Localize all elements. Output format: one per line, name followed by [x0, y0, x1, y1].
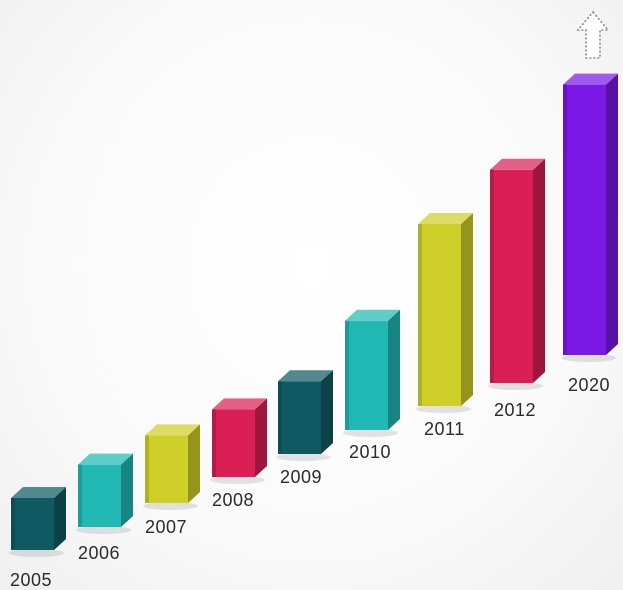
- bar-edge-shade: [11, 498, 15, 550]
- bar-front-face: [212, 409, 255, 477]
- bar-side-face: [188, 424, 200, 503]
- bar-edge-shade: [145, 435, 149, 503]
- bar-side-face: [255, 398, 267, 477]
- tick-label-2011: 2011: [424, 419, 465, 439]
- bar-shadow: [76, 526, 131, 534]
- bar-edge-shade: [490, 170, 494, 383]
- bar-edge-shade: [278, 381, 282, 454]
- bar-shadow: [210, 476, 265, 484]
- tick-label-2005: 2005: [10, 570, 52, 590]
- bar-side-face: [121, 454, 133, 527]
- up-arrow-icon: [578, 12, 608, 58]
- bar-2009: [276, 370, 333, 461]
- bar-front-face: [11, 498, 54, 550]
- tick-label-2006: 2006: [78, 543, 120, 563]
- bar-2020: [561, 74, 618, 362]
- bar-2005: [9, 487, 66, 557]
- bar-shadow: [276, 453, 331, 461]
- bar-shadow: [561, 354, 616, 362]
- bar-edge-shade: [563, 85, 567, 355]
- bar-2010: [343, 310, 400, 437]
- tick-label-2009: 2009: [280, 467, 322, 487]
- bar-edge-shade: [212, 409, 216, 477]
- bar-side-face: [606, 74, 618, 355]
- bar-2012: [488, 159, 545, 390]
- bar-2006: [76, 454, 133, 534]
- bar-2008: [210, 398, 267, 484]
- tick-label-2007: 2007: [145, 517, 187, 537]
- bar-edge-shade: [78, 465, 82, 527]
- bar-front-face: [490, 170, 533, 383]
- bar-shadow: [488, 382, 543, 390]
- bar-side-face: [533, 159, 545, 383]
- bar-front-face: [78, 465, 121, 527]
- tick-label-2012: 2012: [494, 400, 536, 420]
- bar-shadow: [9, 549, 64, 557]
- bar-side-face: [388, 310, 400, 430]
- tick-label-2008: 2008: [212, 490, 254, 510]
- bar-side-face: [54, 487, 66, 550]
- bar-front-face: [278, 381, 321, 454]
- bar-front-face: [145, 435, 188, 503]
- bar-shadow: [416, 405, 471, 413]
- tick-label-2010: 2010: [349, 442, 391, 462]
- tick-label-2020: 2020: [568, 375, 610, 395]
- bar-edge-shade: [418, 224, 422, 406]
- bar-shadow: [143, 502, 198, 510]
- bar-side-face: [321, 370, 333, 454]
- bar-front-face: [563, 85, 606, 355]
- bar-2011: [416, 213, 473, 413]
- bar-shadow: [343, 429, 398, 437]
- bar-front-face: [418, 224, 461, 406]
- bar-2007: [143, 424, 200, 510]
- bar-side-face: [461, 213, 473, 406]
- bar-edge-shade: [345, 321, 349, 430]
- bar-front-face: [345, 321, 388, 430]
